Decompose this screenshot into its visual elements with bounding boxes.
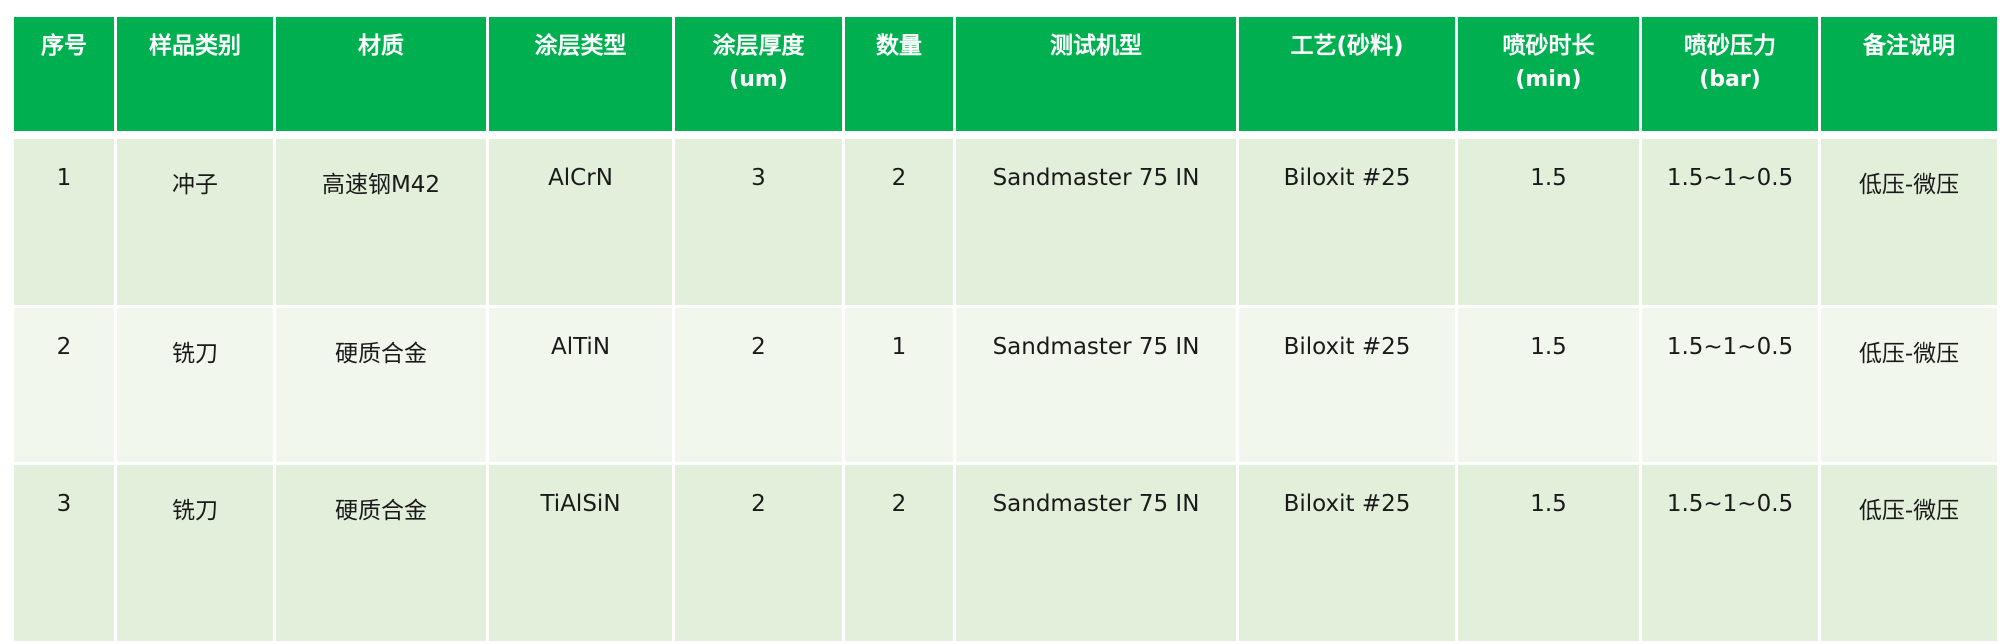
- column-header: 数量: [842, 14, 956, 139]
- column-header: 材质: [273, 14, 489, 139]
- column-header-label: 序号: [41, 33, 87, 59]
- column-header: 涂层厚度 (um): [672, 14, 845, 139]
- column-header-label: 样品类别: [149, 33, 241, 59]
- table-cell: 2: [842, 462, 956, 644]
- table-cell: 冲子: [114, 133, 276, 308]
- column-header-label: 数量: [876, 33, 922, 59]
- table-cell: 铣刀: [114, 462, 276, 644]
- table-cell: 1.5: [1455, 305, 1642, 465]
- column-header-label: 喷砂压力: [1684, 33, 1776, 59]
- table-cell: 3: [11, 462, 117, 644]
- table-cell: Biloxit #25: [1236, 462, 1458, 644]
- column-header-unit: (min): [1515, 67, 1582, 92]
- table-cell: 1.5~1~0.5: [1639, 462, 1821, 644]
- column-header-label: 备注说明: [1863, 33, 1955, 59]
- column-header: 测试机型: [953, 14, 1239, 139]
- table-cell: 低压-微压: [1818, 133, 2000, 308]
- table-cell: 硬质合金: [273, 462, 489, 644]
- column-header-label: 材质: [358, 33, 404, 59]
- table-cell: AlCrN: [486, 133, 675, 308]
- table-row: 3 铣刀 硬质合金 TiAlSiN 2 2 Sandmaster 75 IN Biloxit …: [11, 462, 2000, 644]
- column-header: 涂层类型: [486, 14, 675, 139]
- column-header-unit: (bar): [1699, 67, 1761, 92]
- column-header-unit: (um): [729, 67, 788, 92]
- table-cell: 2: [11, 305, 117, 465]
- table-row: 2 铣刀 硬质合金 AlTiN 2 1 Sandmaster 75 IN Biloxit #2…: [11, 305, 2000, 465]
- table-cell: 1: [11, 133, 117, 308]
- table-cell: 高速钢M42: [273, 133, 489, 308]
- header-row: 序号 样品类别 材质 涂层类型 涂层厚度 (um) 数量 测试机型 工艺(砂料) 喷砂时长 (min…: [11, 14, 2000, 139]
- column-header-label: 涂层类型: [534, 33, 627, 59]
- column-header: 备注说明: [1818, 14, 2000, 139]
- table-cell: 铣刀: [114, 305, 276, 465]
- column-header: 样品类别: [114, 14, 276, 139]
- column-header: 喷砂压力 (bar): [1639, 14, 1821, 139]
- table-cell: 低压-微压: [1818, 462, 2000, 644]
- table-cell: 1.5: [1455, 133, 1642, 308]
- column-header: 工艺(砂料): [1236, 14, 1458, 139]
- table-cell: Sandmaster 75 IN: [953, 305, 1239, 465]
- table-cell: Sandmaster 75 IN: [953, 133, 1239, 308]
- column-header-label: 涂层厚度: [712, 33, 805, 59]
- column-header-label: 测试机型: [1050, 33, 1142, 59]
- sample-table: 序号 样品类别 材质 涂层类型 涂层厚度 (um) 数量 测试机型 工艺(砂料) 喷砂时长 (min…: [11, 14, 2000, 644]
- column-header-label: 喷砂时长: [1502, 33, 1595, 59]
- table-cell: 1.5~1~0.5: [1639, 133, 1821, 308]
- table-cell: Sandmaster 75 IN: [953, 462, 1239, 644]
- table-cell: 1: [842, 305, 956, 465]
- table-cell: Biloxit #25: [1236, 305, 1458, 465]
- table-cell: AlTiN: [486, 305, 675, 465]
- table-row: 1 冲子 高速钢M42 AlCrN 3 2 Sandmaster 75 IN Biloxit …: [11, 133, 2000, 308]
- table-cell: 2: [842, 133, 956, 308]
- table-cell: 低压-微压: [1818, 305, 2000, 465]
- table-cell: 2: [672, 462, 845, 644]
- table-cell: 1.5: [1455, 462, 1642, 644]
- table-cell: TiAlSiN: [486, 462, 675, 644]
- column-header: 序号: [11, 14, 117, 139]
- table-cell: 3: [672, 133, 845, 308]
- table-cell: 硬质合金: [273, 305, 489, 465]
- table-cell: 1.5~1~0.5: [1639, 305, 1821, 465]
- column-header-label: 工艺(砂料): [1290, 33, 1404, 59]
- table-cell: 2: [672, 305, 845, 465]
- column-header: 喷砂时长 (min): [1455, 14, 1642, 139]
- table-cell: Biloxit #25: [1236, 133, 1458, 308]
